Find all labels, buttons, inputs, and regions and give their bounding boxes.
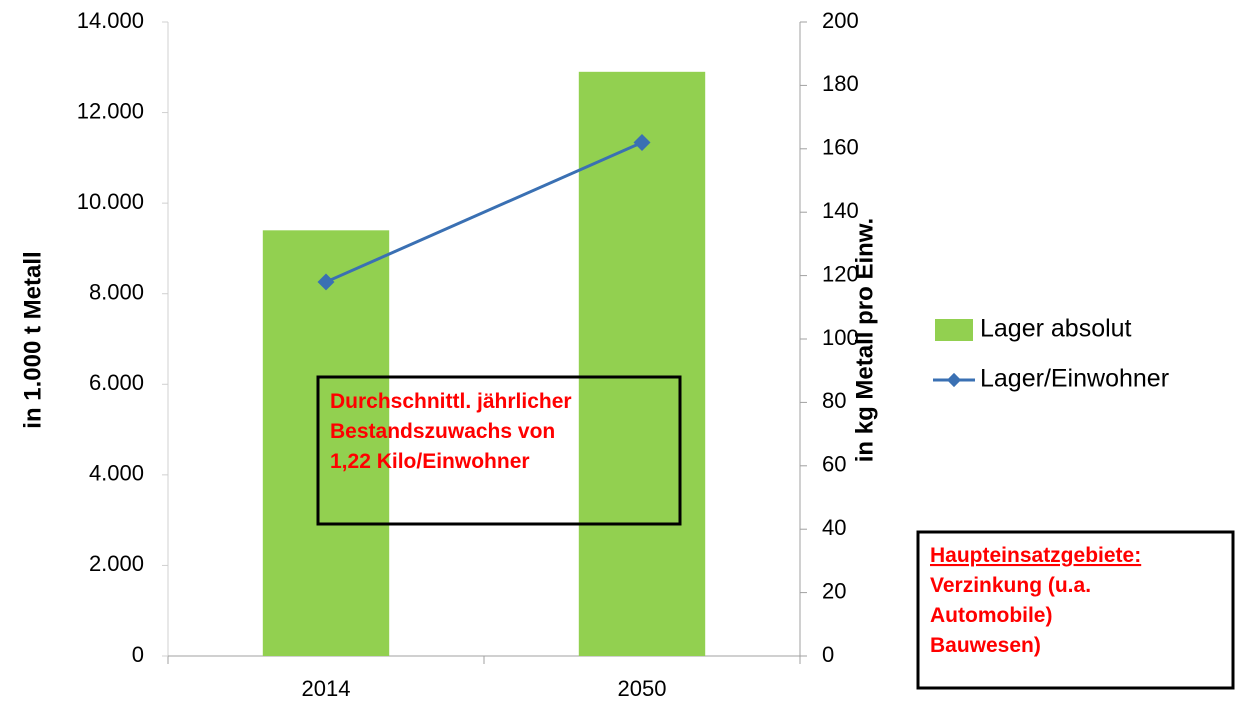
y2-tick-label: 80: [822, 388, 846, 413]
y2-tick-label: 140: [822, 198, 859, 223]
annotation-text: Automobile): [930, 604, 1052, 627]
x-tick-label: 2050: [618, 676, 667, 701]
y2-tick-label: 180: [822, 71, 859, 96]
annotation-text: Bauwesen): [930, 634, 1041, 657]
legend-swatch: [935, 319, 973, 341]
line: [325, 141, 643, 284]
y-tick-label: 8.000: [89, 280, 144, 305]
y2-tick-label: 200: [822, 8, 859, 33]
annotation-text: Haupteinsatzgebiete:: [930, 544, 1141, 567]
y2-tick-label: 60: [822, 452, 846, 477]
legend-label: Lager absolut: [980, 315, 1132, 343]
annotation-text: Verzinkung (u.a.: [930, 574, 1091, 597]
bar: [262, 230, 390, 657]
y-tick-label: 0: [132, 642, 144, 667]
y-tick-label: 10.000: [77, 189, 144, 214]
y-tick-label: 4.000: [89, 461, 144, 486]
y-tick-label: 14.000: [77, 8, 144, 33]
legend-label: Lager/Einwohner: [980, 365, 1169, 393]
y-axis-title: in 1.000 t Metall: [19, 251, 46, 428]
y2-tick-label: 0: [822, 642, 834, 667]
y2-tick-label: 20: [822, 578, 846, 603]
bar: [578, 71, 706, 657]
y2-tick-label: 160: [822, 135, 859, 160]
annotation-text: Durchschnittl. jährlicher: [330, 390, 572, 413]
legend-marker: [946, 372, 962, 388]
y2-tick-label: 40: [822, 515, 846, 540]
y2-tick-label: 100: [822, 325, 859, 350]
y-tick-label: 12.000: [77, 98, 144, 123]
annotation-box: [916, 530, 1235, 690]
y-tick-label: 2.000: [89, 551, 144, 576]
annotation-box: [316, 375, 682, 526]
marker: [633, 133, 651, 151]
marker: [317, 273, 335, 291]
annotation-text: Bestandszuwachs von: [330, 420, 555, 443]
x-tick-label: 2014: [302, 676, 351, 701]
y2-axis-title: in kg Metall pro Einw.: [851, 218, 878, 462]
annotation-text: 1,22 Kilo/Einwohner: [330, 450, 530, 473]
y2-tick-label: 120: [822, 261, 859, 286]
y-tick-label: 6.000: [89, 370, 144, 395]
